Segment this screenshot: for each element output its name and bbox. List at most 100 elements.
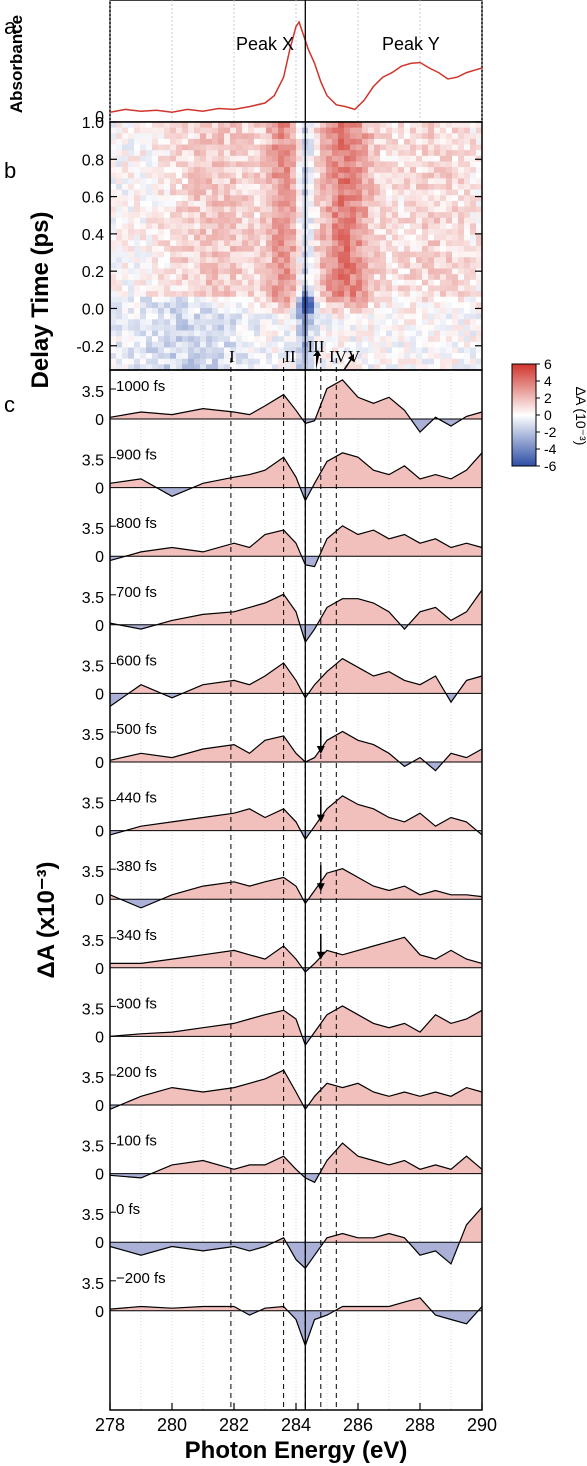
spectrum-positive-fill xyxy=(125,795,477,831)
heatmap-cell xyxy=(368,240,375,247)
heatmap-cell xyxy=(182,341,189,348)
heatmap-cell xyxy=(194,330,201,337)
heatmap-cell xyxy=(308,200,315,207)
heatmap-cell xyxy=(452,122,459,129)
heatmap-cell xyxy=(326,341,333,348)
heatmap-cell xyxy=(260,274,267,281)
heatmap-cell xyxy=(398,353,405,360)
heatmap-cell xyxy=(374,296,381,303)
heatmap-cell xyxy=(356,257,363,264)
heatmap-cell xyxy=(110,138,117,145)
heatmap-cell xyxy=(398,144,405,151)
heatmap-cell xyxy=(338,291,345,298)
spectrum-tick-0: 0 xyxy=(95,686,104,703)
heatmap-cell xyxy=(110,308,117,315)
heatmap-cell xyxy=(314,336,321,343)
heatmap-cell xyxy=(206,206,213,213)
heatmap-cell xyxy=(188,274,195,281)
heatmap-cell xyxy=(170,246,177,253)
heatmap-cell xyxy=(404,296,411,303)
heatmap-cell xyxy=(308,189,315,196)
heatmap-cell xyxy=(458,262,465,269)
heatmap-cell xyxy=(176,172,183,179)
heatmap-cell xyxy=(416,178,423,185)
heatmap-cell xyxy=(248,133,255,140)
heatmap-cell xyxy=(320,144,327,151)
heatmap-cell xyxy=(374,178,381,185)
heatmap-cell xyxy=(386,133,393,140)
heatmap-cell xyxy=(200,364,207,371)
heatmap-cell xyxy=(146,189,153,196)
heatmap-cell xyxy=(320,279,327,286)
heatmap-cell xyxy=(182,347,189,354)
heatmap-cell xyxy=(362,161,369,168)
heatmap-cell xyxy=(164,353,171,360)
heatmap-cell xyxy=(224,212,231,219)
heatmap-cell xyxy=(128,308,135,315)
heatmap-cell xyxy=(422,291,429,298)
heatmap-cell xyxy=(236,324,243,331)
heatmap-cell xyxy=(392,122,399,129)
heatmap-cell xyxy=(224,206,231,213)
heatmap-cell xyxy=(434,189,441,196)
heatmap-cell xyxy=(464,133,471,140)
heatmap-cell xyxy=(128,133,135,140)
heatmap-cell xyxy=(410,189,417,196)
heatmap-cell xyxy=(428,353,435,360)
heatmap-cell xyxy=(332,223,339,230)
heatmap-cell xyxy=(326,291,333,298)
heatmap-cell xyxy=(386,127,393,134)
heatmap-cell xyxy=(440,122,447,129)
heatmap-cell xyxy=(218,285,225,292)
heatmap-cell xyxy=(470,144,477,151)
heatmap-cell xyxy=(188,324,195,331)
heatmap-cell xyxy=(320,178,327,185)
heatmap-cell xyxy=(458,200,465,207)
heatmap-cell xyxy=(290,358,297,365)
heatmap-cell xyxy=(410,155,417,162)
heatmap-cell xyxy=(350,240,357,247)
heatmap-cell xyxy=(278,330,285,337)
heatmap-cell xyxy=(206,285,213,292)
heatmap-cell xyxy=(314,341,321,348)
heatmap-cell xyxy=(152,234,159,241)
heatmap-cell xyxy=(308,155,315,162)
heatmap-cell xyxy=(446,274,453,281)
heatmap-cell xyxy=(236,336,243,343)
heatmap-cell xyxy=(212,319,219,326)
heatmap-cell xyxy=(266,223,273,230)
heatmap-cell xyxy=(440,268,447,275)
heatmap-cell xyxy=(332,268,339,275)
heatmap-cell xyxy=(242,353,249,360)
heatmap-cell xyxy=(272,223,279,230)
heatmap-cell xyxy=(458,155,465,162)
heatmap-cell xyxy=(386,229,393,236)
heatmap-cell xyxy=(164,347,171,354)
heatmap-cell xyxy=(410,246,417,253)
heatmap-cell xyxy=(254,240,261,247)
marker-arrow-iii xyxy=(313,350,321,370)
heatmap-cell xyxy=(254,364,261,371)
heatmap-cell xyxy=(290,161,297,168)
heatmap-cell xyxy=(434,217,441,224)
heatmap-cell xyxy=(452,150,459,157)
heatmap-cell xyxy=(344,302,351,309)
heatmap-cell xyxy=(164,302,171,309)
heatmap-cell xyxy=(242,206,249,213)
heatmap-cell xyxy=(128,330,135,337)
heatmap-cell xyxy=(434,313,441,320)
heatmap-cell xyxy=(224,122,231,129)
heatmap-cell xyxy=(332,302,339,309)
heatmap-cell xyxy=(122,336,129,343)
heatmap-cell xyxy=(194,257,201,264)
heatmap-cell xyxy=(140,347,147,354)
heatmap-cell xyxy=(230,195,237,202)
heatmap-cell xyxy=(134,229,141,236)
heatmap-cell xyxy=(110,172,117,179)
heatmap-cell xyxy=(338,195,345,202)
heatmap-cell xyxy=(392,291,399,298)
heatmap-cell xyxy=(266,358,273,365)
heatmap-cell xyxy=(182,313,189,320)
heatmap-cell xyxy=(164,336,171,343)
heatmap-cell xyxy=(272,144,279,151)
